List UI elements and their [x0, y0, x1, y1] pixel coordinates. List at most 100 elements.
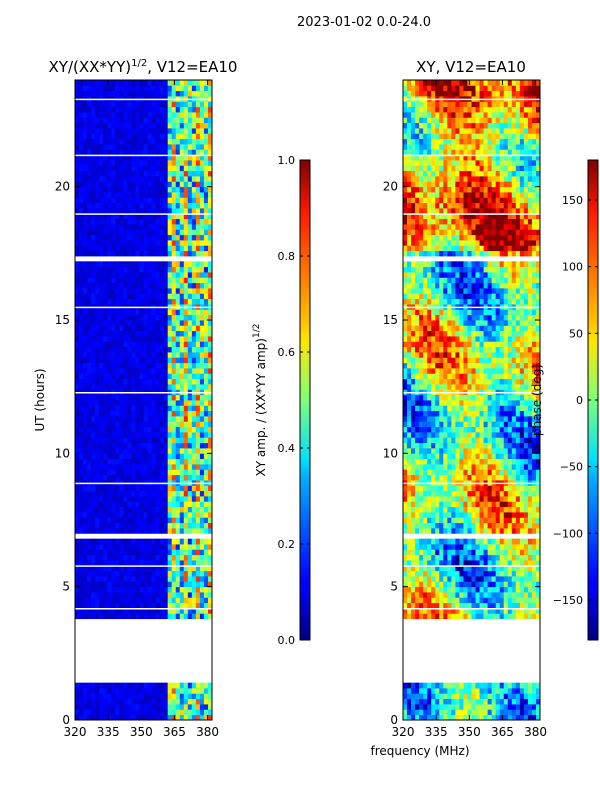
heatmap-cell — [147, 709, 152, 716]
heatmap-cell — [163, 250, 169, 257]
heatmap-cell — [135, 213, 140, 220]
heatmap-cell — [175, 272, 181, 278]
heatmap-cell — [163, 181, 169, 188]
heatmap-cell — [195, 341, 201, 348]
heatmap-cell — [87, 192, 92, 198]
heatmap-cell — [107, 474, 112, 481]
heatmap-cell — [75, 266, 80, 273]
heatmap-cell — [195, 410, 201, 417]
heatmap-cell — [147, 245, 152, 252]
heatmap-cell — [119, 368, 124, 374]
heatmap-cell — [99, 192, 104, 198]
heatmap-cell — [175, 501, 181, 508]
heatmap-cell — [475, 485, 480, 492]
heatmap-cell — [527, 522, 533, 529]
heatmap-cell — [415, 602, 420, 609]
heatmap-cell — [191, 122, 197, 129]
heatmap-cell — [143, 314, 148, 321]
heatmap-cell — [87, 570, 92, 577]
heatmap-cell — [423, 485, 428, 492]
heatmap-cell — [503, 522, 509, 529]
heatmap-cell — [199, 554, 205, 561]
heatmap-cell — [115, 282, 120, 289]
heatmap-cell — [175, 149, 181, 156]
heatmap-cell — [451, 597, 456, 604]
heatmap-cell — [143, 458, 148, 465]
heatmap-cell — [523, 474, 529, 481]
heatmap-cell — [427, 688, 432, 694]
heatmap-cell — [95, 469, 100, 476]
heatmap-cell — [115, 602, 120, 609]
heatmap-cell — [443, 485, 448, 492]
heatmap-cell — [111, 528, 116, 534]
heatmap-cell — [487, 613, 493, 620]
heatmap-cell — [531, 602, 537, 609]
heatmap-cell — [407, 570, 412, 577]
heatmap-cell — [451, 698, 456, 705]
heatmap-cell — [415, 576, 420, 582]
heatmap-cell — [159, 453, 165, 460]
heatmap-cell — [163, 437, 169, 444]
heatmap-cell — [99, 453, 104, 460]
heatmap-cell — [471, 570, 476, 577]
heatmap-cell — [475, 469, 480, 476]
heatmap-cell — [163, 421, 169, 428]
y-tick-label: 15 — [55, 313, 70, 327]
heatmap-cell — [147, 528, 152, 534]
heatmap-cell — [99, 442, 104, 449]
heatmap-cell — [179, 85, 185, 92]
heatmap-cell — [479, 496, 484, 502]
heatmap-cell — [207, 80, 212, 86]
heatmap-cell — [427, 704, 432, 710]
heatmap-cell — [123, 538, 128, 545]
heatmap-cell — [199, 709, 205, 716]
heatmap-cell — [143, 176, 148, 182]
heatmap-cell — [203, 352, 209, 358]
heatmap-cell — [115, 554, 120, 561]
heatmap-cell — [495, 522, 501, 529]
heatmap-cell — [83, 293, 88, 300]
heatmap-cell — [135, 400, 140, 406]
heatmap-cell — [163, 426, 169, 433]
heatmap-cell — [79, 496, 84, 502]
heatmap-cell — [415, 698, 420, 705]
heatmap-cell — [439, 464, 444, 470]
heatmap-cell — [495, 592, 501, 598]
heatmap-cell — [139, 186, 144, 193]
heatmap-cell — [119, 384, 124, 390]
heatmap-cell — [183, 517, 189, 524]
heatmap-cell — [91, 394, 96, 401]
heatmap-cell — [167, 426, 173, 433]
heatmap-cell — [427, 469, 432, 476]
heatmap-cell — [87, 309, 92, 316]
heatmap-cell — [123, 288, 128, 294]
heatmap-cell — [143, 709, 148, 716]
heatmap-cell — [167, 704, 173, 710]
heatmap-cell — [95, 709, 100, 716]
heatmap-cell — [99, 714, 104, 720]
heatmap-cell — [207, 517, 212, 524]
heatmap-cell — [167, 250, 173, 257]
heatmap-cell — [479, 554, 484, 561]
heatmap-cell — [83, 234, 88, 241]
heatmap-cell — [87, 469, 92, 476]
heatmap-cell — [143, 501, 148, 508]
heatmap-cell — [511, 517, 517, 524]
heatmap-cell — [83, 250, 88, 257]
heatmap-cell — [95, 357, 100, 364]
heatmap-cell — [87, 224, 92, 230]
heatmap-cell — [167, 490, 173, 497]
heatmap-cell — [99, 133, 104, 140]
heatmap-cell — [203, 138, 209, 145]
heatmap-cell — [147, 704, 152, 710]
heatmap-cell — [159, 602, 165, 609]
heatmap-cell — [139, 224, 144, 230]
heatmap-cell — [503, 682, 509, 689]
heatmap-cell — [199, 325, 205, 332]
heatmap-cell — [207, 154, 212, 161]
heatmap-cell — [95, 208, 100, 214]
heatmap-cell — [507, 544, 513, 550]
heatmap-cell — [175, 538, 181, 545]
heatmap-cell — [103, 688, 108, 694]
heatmap-cell — [91, 186, 96, 193]
